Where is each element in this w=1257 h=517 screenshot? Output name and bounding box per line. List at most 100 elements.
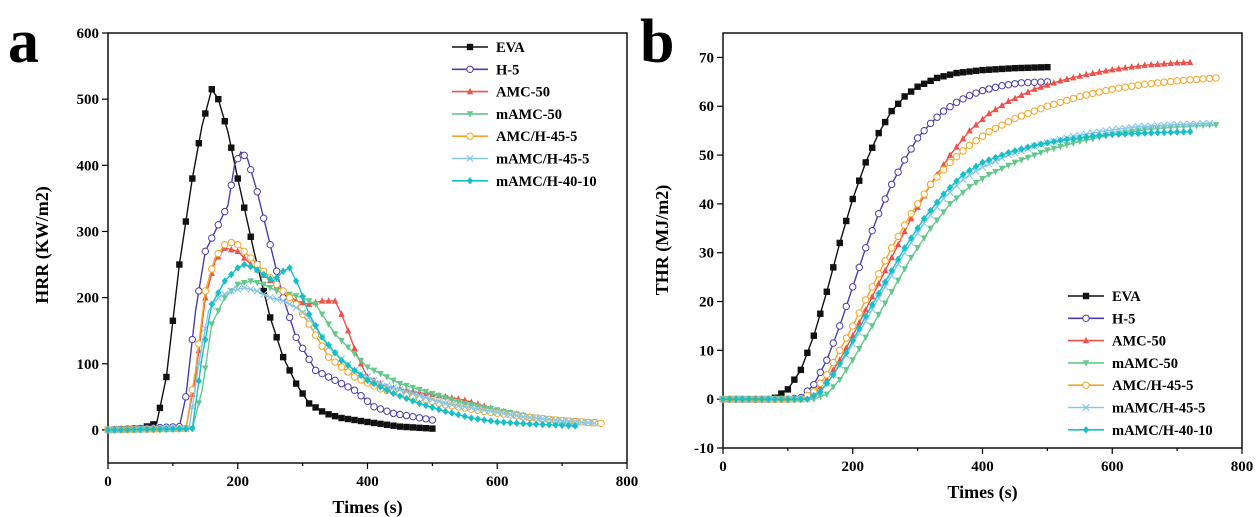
- data-point: [558, 421, 566, 429]
- data-point: [552, 416, 560, 424]
- data-point: [1205, 119, 1214, 127]
- data-point: [1180, 58, 1187, 66]
- data-point: [396, 410, 404, 419]
- data-point: [1186, 76, 1194, 84]
- data-point: [855, 328, 863, 337]
- data-point: [842, 334, 850, 342]
- data-point: [862, 312, 869, 320]
- data-point: [208, 321, 215, 328]
- data-point: [1122, 130, 1129, 138]
- data-point: [325, 297, 332, 304]
- data-point: [240, 151, 248, 160]
- data-point: [1044, 147, 1051, 154]
- data-point: [816, 379, 825, 388]
- data-point: [1005, 148, 1012, 157]
- y-tick-label: 600: [77, 26, 100, 42]
- data-point: [985, 171, 993, 179]
- data-point: [979, 115, 986, 122]
- data-point: [888, 253, 895, 261]
- x-tick-label: 600: [1101, 459, 1124, 475]
- data-point: [1031, 64, 1038, 71]
- data-point: [357, 392, 365, 400]
- data-point: [1199, 122, 1207, 130]
- data-point: [1031, 141, 1038, 149]
- data-point: [370, 379, 378, 388]
- data-point: [959, 95, 967, 103]
- data-point: [1102, 127, 1110, 135]
- data-point: [1076, 72, 1084, 79]
- data-point: [416, 424, 423, 432]
- series-mamc-h-40-10: [719, 127, 1194, 403]
- data-point: [830, 384, 837, 391]
- data-point: [881, 278, 889, 286]
- series-line: [723, 66, 1048, 400]
- data-point: [221, 277, 228, 285]
- data-point: [927, 225, 934, 232]
- data-point: [1147, 61, 1155, 68]
- data-point: [985, 66, 993, 73]
- data-point: [1141, 61, 1148, 68]
- data-point: [402, 387, 411, 396]
- data-point: [1083, 70, 1090, 78]
- data-point: [285, 313, 294, 322]
- data-point: [881, 257, 889, 265]
- data-point: [214, 249, 222, 258]
- data-point: [1018, 91, 1025, 98]
- data-point: [972, 89, 980, 97]
- data-point: [1108, 85, 1116, 93]
- data-point: [979, 158, 986, 167]
- data-point: [862, 334, 869, 342]
- data-point: [894, 255, 902, 263]
- data-point: [247, 233, 254, 240]
- data-point: [337, 363, 346, 371]
- data-point: [966, 68, 973, 75]
- data-point: [402, 411, 411, 420]
- legend-entry: AMC/H-45-5: [1112, 378, 1193, 394]
- data-point: [1173, 77, 1181, 85]
- data-point: [228, 245, 235, 253]
- data-point: [227, 238, 235, 247]
- data-point: [415, 391, 423, 400]
- data-point: [1102, 86, 1110, 95]
- legend-marker: [466, 177, 474, 185]
- data-point: [752, 395, 759, 403]
- data-point: [966, 126, 973, 134]
- legend-marker: [466, 111, 474, 118]
- data-point: [914, 224, 921, 232]
- data-point: [1024, 78, 1032, 87]
- data-point: [481, 416, 488, 424]
- data-point: [234, 240, 242, 249]
- data-point: [376, 405, 385, 413]
- data-point: [188, 335, 197, 344]
- data-point: [455, 398, 462, 406]
- data-point: [221, 290, 229, 298]
- data-point: [1005, 65, 1012, 72]
- data-point: [1063, 75, 1071, 82]
- data-point: [526, 413, 534, 421]
- data-point: [467, 404, 475, 412]
- data-point: [927, 77, 934, 85]
- data-point: [442, 407, 449, 416]
- data-point: [739, 395, 746, 403]
- x-tick-label: 600: [486, 474, 509, 490]
- data-point: [195, 287, 203, 295]
- x-tick-label: 400: [971, 459, 994, 475]
- data-point: [719, 395, 727, 403]
- data-point: [972, 162, 980, 171]
- data-point: [920, 235, 928, 242]
- data-point: [1128, 129, 1135, 138]
- data-point: [875, 289, 882, 298]
- series-line: [107, 286, 595, 431]
- data-point: [215, 308, 222, 315]
- data-point: [1089, 132, 1096, 141]
- data-point: [396, 392, 404, 400]
- data-point: [888, 266, 895, 275]
- data-point: [1030, 78, 1039, 87]
- legend-entry: mAMC/H-45-5: [496, 152, 589, 168]
- data-point: [1193, 120, 1201, 128]
- data-point: [234, 264, 241, 272]
- data-point: [1109, 65, 1116, 73]
- data-point: [130, 425, 138, 434]
- data-point: [992, 105, 999, 113]
- data-point: [953, 177, 960, 185]
